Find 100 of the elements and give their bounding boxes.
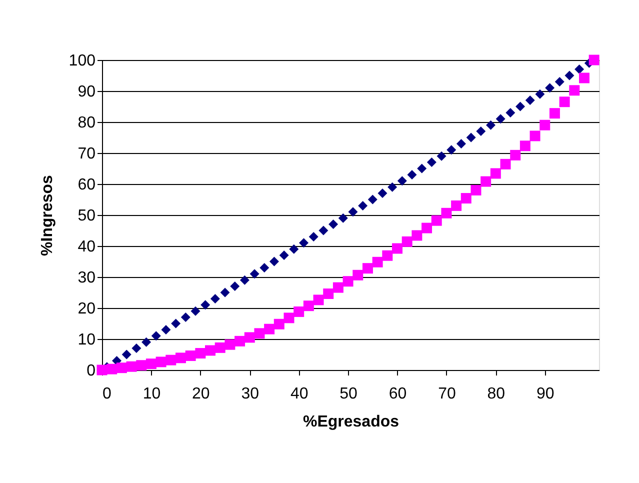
x-tick-label: 10 [142, 386, 161, 402]
point [230, 282, 240, 292]
x-tick-label: 50 [340, 386, 358, 402]
point [554, 76, 564, 86]
point [185, 350, 196, 361]
x-tick-label: 80 [487, 386, 506, 402]
point [392, 243, 402, 254]
y-tick-label: 20 [78, 300, 96, 318]
point [328, 220, 338, 230]
x-tick-label: 70 [438, 386, 456, 402]
point [574, 64, 584, 74]
point [480, 176, 492, 187]
point [299, 238, 308, 248]
y-tick-label: 30 [78, 270, 96, 286]
point [431, 215, 442, 226]
point [294, 306, 304, 317]
point [220, 288, 230, 298]
point [397, 176, 407, 186]
point [441, 208, 452, 218]
point [342, 276, 354, 287]
x-tick-label: 30 [241, 386, 260, 402]
point [224, 339, 236, 350]
point [279, 250, 289, 260]
point [338, 213, 348, 223]
point [122, 350, 132, 360]
y-tick-label: 100 [68, 52, 96, 70]
point [466, 132, 476, 142]
point [244, 332, 255, 343]
point [166, 354, 176, 366]
point [180, 312, 190, 322]
point [388, 182, 398, 192]
point [382, 250, 393, 261]
point [240, 275, 250, 285]
x-tick-label: 0 [102, 386, 112, 402]
x-tick-label: 60 [388, 386, 407, 402]
point [402, 236, 412, 247]
point [569, 85, 580, 96]
point [214, 342, 226, 353]
y-tick-label: 80 [78, 114, 96, 132]
point [422, 222, 432, 234]
y-tick-label: 60 [78, 176, 96, 194]
point [234, 336, 246, 346]
point [530, 130, 540, 142]
point [436, 151, 446, 161]
y-axis-title: %Ingresos [38, 174, 56, 256]
point [500, 158, 511, 170]
point [116, 362, 127, 374]
point [368, 194, 378, 204]
point [588, 54, 600, 66]
point [564, 70, 574, 80]
point [210, 294, 220, 304]
point [323, 288, 334, 299]
point [175, 352, 186, 364]
point [460, 193, 472, 204]
point [313, 294, 324, 306]
point [549, 108, 560, 119]
point [156, 356, 166, 368]
point [190, 306, 200, 316]
x-axis-title: %Egresados [302, 414, 400, 430]
x-tick-label: 40 [290, 386, 308, 402]
x-tick-label: 90 [536, 386, 554, 402]
point [476, 126, 486, 136]
point [352, 270, 364, 280]
point [136, 360, 147, 371]
point [254, 328, 265, 339]
point [106, 364, 118, 374]
point [540, 120, 550, 130]
point [318, 226, 328, 236]
point [308, 232, 318, 242]
point [520, 140, 530, 152]
point [490, 168, 501, 179]
point [446, 145, 456, 155]
point [250, 269, 260, 279]
point [132, 344, 142, 354]
point [303, 300, 314, 312]
point [269, 256, 279, 266]
point [362, 263, 373, 274]
point [407, 170, 417, 180]
point [161, 324, 171, 334]
point [470, 184, 482, 196]
point [284, 312, 294, 324]
point [205, 345, 216, 356]
point [200, 300, 210, 310]
point [506, 108, 516, 118]
y-tick-label: 10 [78, 332, 96, 348]
point [264, 324, 275, 334]
point [146, 358, 156, 370]
point [426, 158, 436, 168]
point [451, 200, 462, 211]
point [559, 96, 570, 108]
point [486, 120, 496, 130]
point [545, 83, 555, 93]
point [332, 282, 344, 293]
point [378, 188, 388, 198]
point [510, 150, 521, 160]
point [578, 72, 590, 84]
point [274, 318, 284, 330]
point [142, 337, 152, 347]
y-tick-label: 70 [78, 146, 96, 162]
y-tick-label: 0 [86, 362, 96, 380]
